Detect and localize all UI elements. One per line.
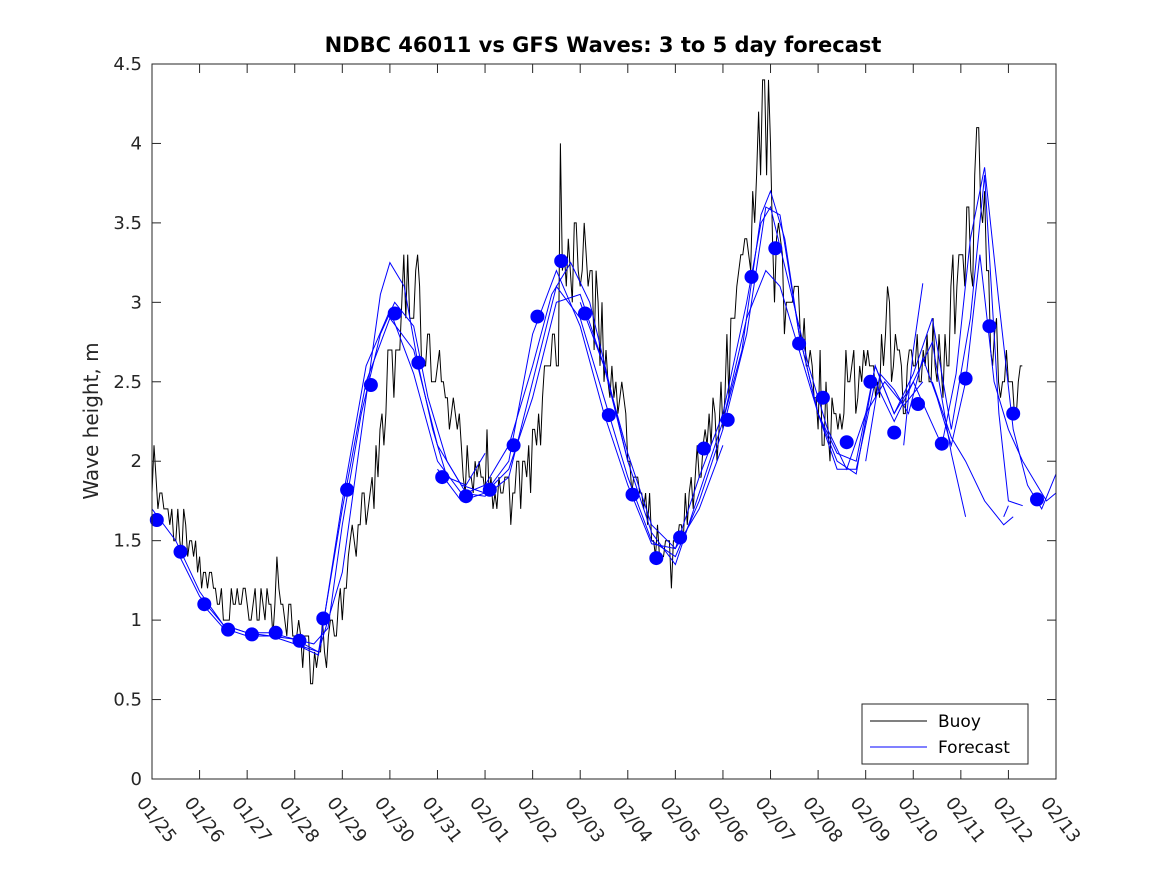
forecast-point [363,378,378,392]
x-tick-label: 02/12 [988,793,1036,847]
forecast-point [244,627,259,642]
forecast-point [340,482,355,497]
forecast-point [934,436,949,451]
forecast-point [958,371,973,386]
forecast-series-line [1003,505,1009,517]
y-tick-label: 3.5 [113,213,142,234]
legend-box [861,703,1029,765]
forecast-point [387,306,402,321]
plot-frame [151,63,1057,780]
forecast-point [625,487,640,502]
y-tick-label: 1 [131,610,142,631]
forecast-point [982,319,997,334]
forecast-series-line [817,175,1023,507]
forecast-series-line [579,269,967,566]
data-layer [149,79,1057,685]
x-tick-label: 02/10 [893,793,941,847]
x-tick-label: 01/27 [227,793,275,847]
x-tick-label: 01/25 [132,793,180,847]
x-tick-label: 01/29 [322,793,370,847]
x-tick-label: 02/13 [1036,793,1084,847]
forecast-point [839,435,854,450]
forecast-point [887,425,902,440]
x-tick-label: 01/31 [418,793,466,847]
legend-buoy-label: Buoy [938,712,981,732]
x-tick-label: 02/01 [465,793,513,847]
forecast-point [649,551,664,566]
plot-area [152,64,1056,779]
forecast-point [554,254,569,268]
x-tick-label: 01/30 [370,793,418,847]
y-tick-label: 1.5 [113,531,142,552]
forecast-series-line [294,206,819,656]
forecast-point [482,482,497,497]
forecast-point [911,397,925,411]
forecast-series-line [722,167,1057,511]
forecast-series-line [199,293,724,653]
x-tick-label: 02/07 [751,793,799,847]
y-tick-label: 3 [131,292,142,313]
y-tick-label: 2 [131,451,142,472]
y-axis-label: Wave height, m [79,342,103,499]
forecast-point [863,374,878,389]
legend-forecast-label: Forecast [938,738,1010,758]
x-tick-label: 02/06 [703,793,751,847]
forecast-point [435,470,450,485]
forecast-point [506,438,521,453]
buoy-series-line [151,79,1023,685]
chart-title: NDBC 46011 vs GFS Waves: 3 to 5 day fore… [325,33,882,57]
forecast-series-line [931,381,1014,526]
forecast-point [221,622,236,637]
forecast-point [292,633,307,648]
x-tick-label: 02/02 [513,793,561,847]
forecast-point [673,530,688,545]
forecast-point [149,513,164,527]
x-tick-label: 02/09 [846,793,894,847]
forecast-point [601,408,616,423]
x-tick-label: 02/05 [655,793,703,847]
forecast-point [1006,406,1021,421]
x-tick-label: 02/08 [798,793,846,847]
forecast-series-line [903,283,924,446]
forecast-point [815,390,830,405]
forecast-point [459,489,473,504]
y-tick-label: 0 [131,769,142,790]
forecast-point [316,611,331,626]
x-tick-label: 01/28 [275,793,323,847]
forecast-point [197,597,212,612]
forecast-point [768,241,783,256]
x-tick-label: 02/11 [941,793,989,847]
legend: Buoy Forecast [861,703,1029,765]
y-tick-label: 4 [131,133,142,154]
forecast-point [530,309,545,324]
forecast-point [268,625,283,640]
x-tick-label: 01/26 [180,793,228,847]
forecast-series-line [175,261,629,645]
forecast-series-line [437,205,924,550]
forecast-point [696,441,711,456]
y-tick-label: 4.5 [113,54,142,75]
forecast-point [578,306,592,321]
forecast-point [1030,492,1044,507]
forecast-point [173,544,188,559]
y-tick-label: 2.5 [113,372,142,393]
x-tick-label: 02/04 [608,793,656,847]
x-tick-label: 02/03 [560,793,608,847]
forecast-point [792,336,807,351]
forecast-point [720,412,735,427]
forecast-point [744,269,759,284]
y-tick-label: 0.5 [113,690,142,711]
forecast-point [411,355,426,370]
